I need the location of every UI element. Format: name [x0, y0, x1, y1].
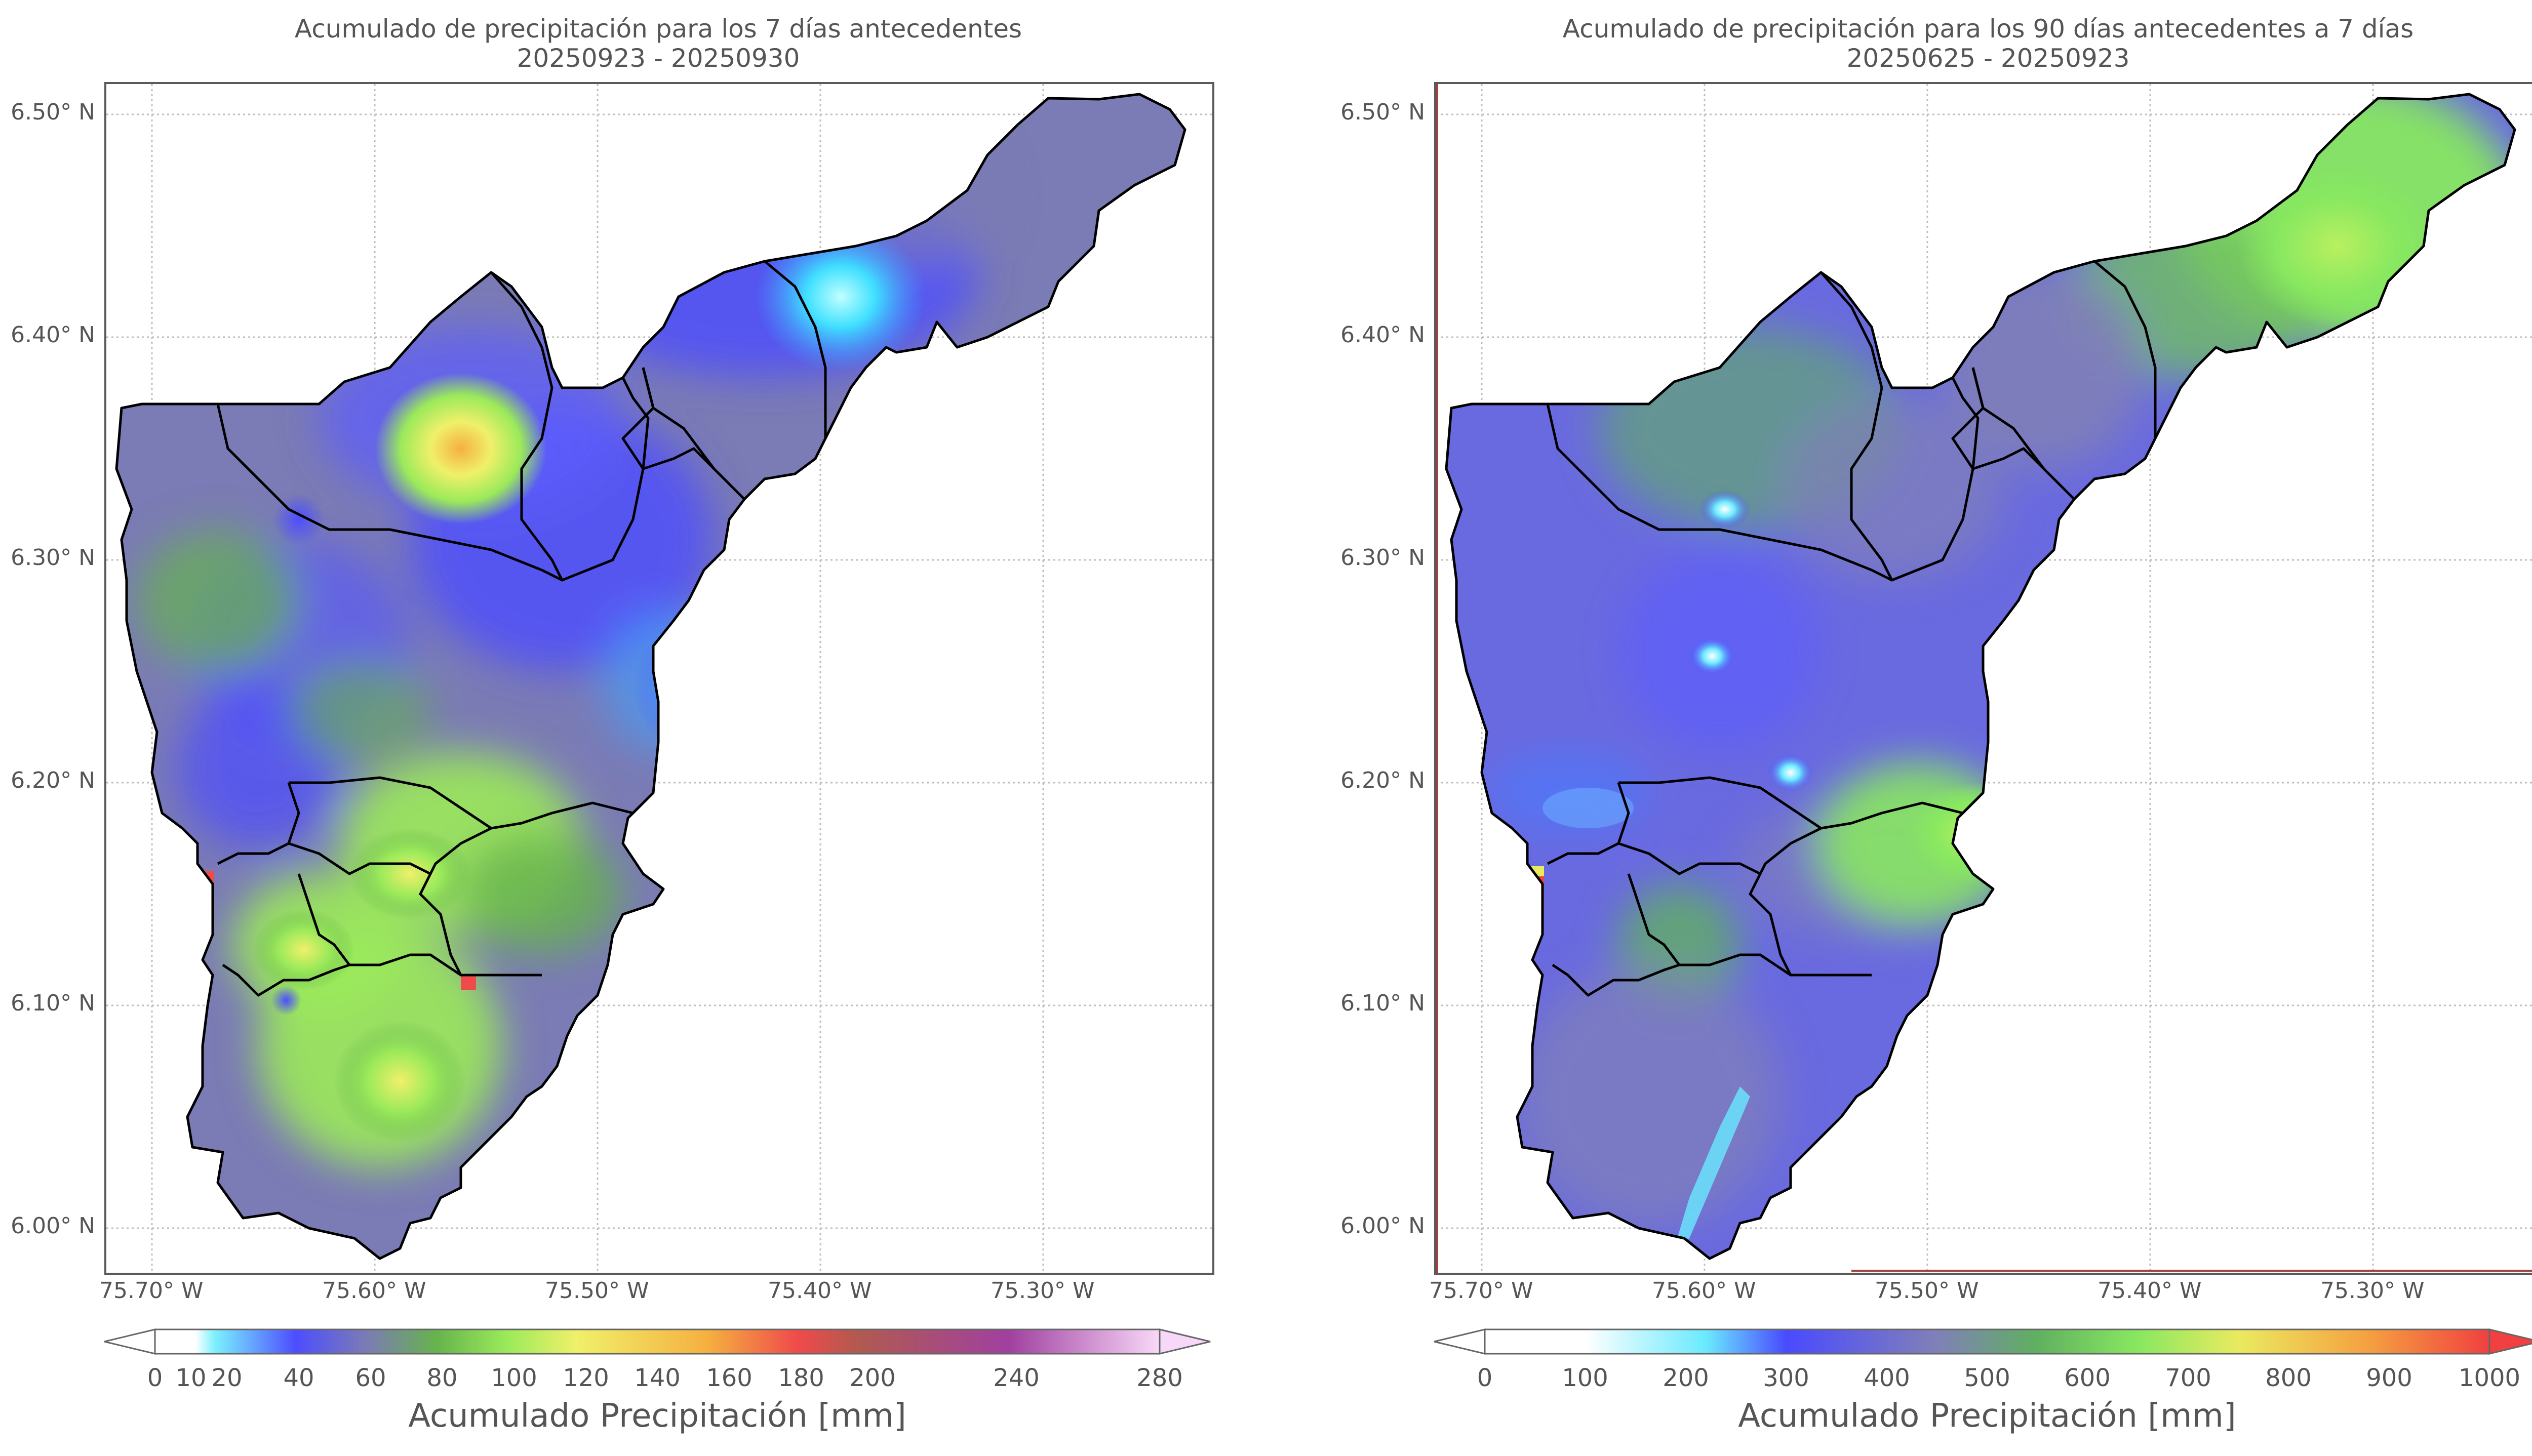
right-lat-label: 6.00° N — [1340, 1213, 1425, 1239]
left-precipitation-map — [106, 84, 1212, 1273]
left-lon-label: 75.50° W — [545, 1278, 649, 1304]
left-cb-tick: 40 — [283, 1364, 314, 1392]
right-cb-tick: 400 — [1864, 1364, 1910, 1392]
right-lon-label: 75.40° W — [2098, 1278, 2202, 1304]
right-title-line1: Acumulado de precipitación para los 90 d… — [1562, 14, 2414, 44]
left-cb-tick: 10 — [175, 1364, 207, 1392]
left-precip-field — [116, 94, 1185, 1259]
right-basin-boundaries — [1445, 93, 2516, 1260]
left-lon-label: 75.30° W — [991, 1278, 1095, 1304]
right-lon-label: 75.70° W — [1429, 1278, 1533, 1304]
right-lat-label: 6.40° N — [1340, 322, 1425, 348]
left-lon-label: 75.60° W — [322, 1278, 426, 1304]
left-cb-tick: 0 — [147, 1364, 163, 1392]
right-colorbar-ramp — [1484, 1328, 2490, 1355]
left-basin-boundaries — [115, 93, 1186, 1260]
right-title-date-range: 20250625 - 20250923 — [1846, 44, 2130, 73]
left-title-line1: Acumulado de precipitación para los 7 dí… — [294, 14, 1022, 44]
right-cb-tick: 100 — [1562, 1364, 1608, 1392]
left-lat-label: 6.00° N — [11, 1213, 95, 1239]
right-cb-tick: 800 — [2265, 1364, 2312, 1392]
right-cb-tick: 600 — [2064, 1364, 2111, 1392]
left-lon-label: 75.70° W — [99, 1278, 204, 1304]
right-cb-tick: 500 — [1964, 1364, 2010, 1392]
left-cb-tick: 200 — [849, 1364, 896, 1392]
left-map-frame[interactable] — [104, 82, 1214, 1275]
left-cb-tick: 140 — [634, 1364, 681, 1392]
right-cb-tick: 200 — [1663, 1364, 1709, 1392]
left-cb-tick: 280 — [1136, 1364, 1183, 1392]
left-cb-tick: 60 — [355, 1364, 386, 1392]
right-colorbar-min-arrow — [1434, 1328, 1486, 1355]
left-cb-tick: 80 — [426, 1364, 458, 1392]
right-lat-label: 6.30° N — [1340, 545, 1425, 571]
right-lat-label: 6.50° N — [1340, 99, 1425, 125]
right-map-frame[interactable] — [1434, 82, 2532, 1275]
left-cb-tick: 100 — [491, 1364, 537, 1392]
left-lat-label: 6.50° N — [11, 99, 95, 125]
left-lat-label: 6.40° N — [11, 322, 95, 348]
left-colorbar-min-arrow — [104, 1328, 156, 1355]
left-colorbar-title: Acumulado Precipitación [mm] — [408, 1397, 906, 1435]
right-colorbar-title: Acumulado Precipitación [mm] — [1738, 1397, 2236, 1435]
left-title-date-range: 20250923 - 20250930 — [517, 44, 800, 73]
right-cb-tick: 300 — [1763, 1364, 1809, 1392]
left-cb-tick: 120 — [563, 1364, 609, 1392]
left-lon-label: 75.40° W — [768, 1278, 872, 1304]
right-cb-tick: 700 — [2165, 1364, 2211, 1392]
left-cb-tick: 20 — [211, 1364, 243, 1392]
left-colorbar-ramp — [154, 1328, 1161, 1355]
right-lat-label: 6.10° N — [1340, 990, 1425, 1016]
right-lon-label: 75.30° W — [2320, 1278, 2425, 1304]
right-cb-tick: 900 — [2366, 1364, 2412, 1392]
right-lon-label: 75.60° W — [1652, 1278, 1756, 1304]
right-lat-label: 6.20° N — [1340, 767, 1425, 793]
left-cb-tick: 160 — [706, 1364, 753, 1392]
left-lat-label: 6.20° N — [11, 767, 95, 793]
right-cb-tick: 0 — [1477, 1364, 1493, 1392]
left-map-title: Acumulado de precipitación para los 7 dí… — [106, 14, 1210, 73]
right-cb-tick: 1000 — [2458, 1364, 2521, 1392]
right-colorbar-max-arrow — [2488, 1328, 2532, 1355]
left-colorbar-max-arrow — [1159, 1328, 1211, 1355]
right-map-title: Acumulado de precipitación para los 90 d… — [1436, 14, 2532, 73]
left-lat-label: 6.30° N — [11, 545, 95, 571]
right-lon-label: 75.50° W — [1875, 1278, 1979, 1304]
left-cb-tick: 180 — [778, 1364, 824, 1392]
left-lat-label: 6.10° N — [11, 990, 95, 1016]
right-precipitation-map — [1436, 84, 2532, 1273]
left-cb-tick: 240 — [993, 1364, 1040, 1392]
